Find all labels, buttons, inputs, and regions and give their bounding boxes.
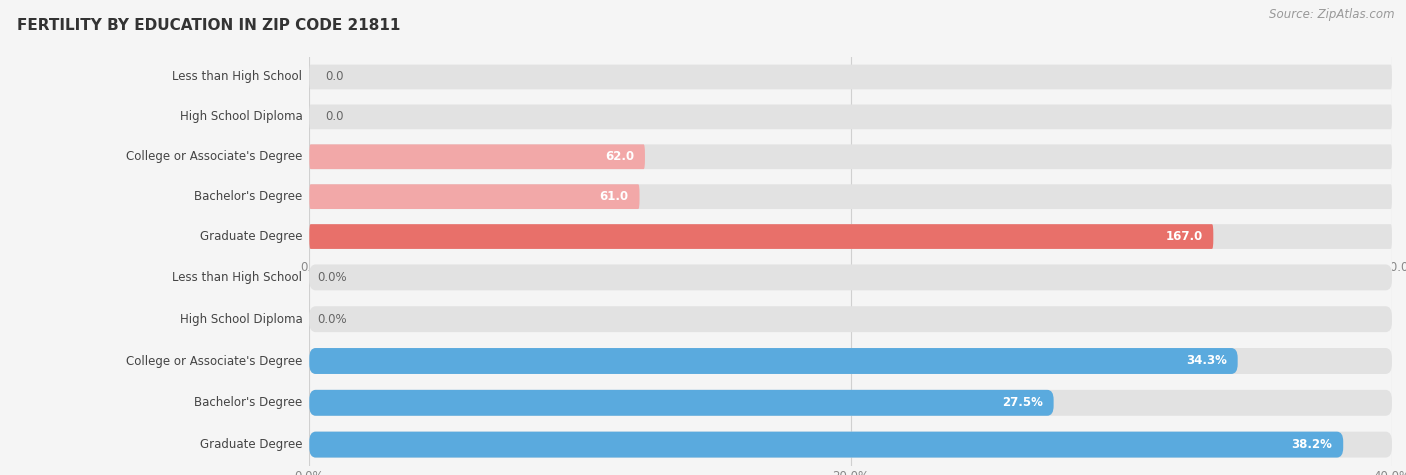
FancyBboxPatch shape [309, 348, 1392, 374]
Text: 0.0: 0.0 [326, 110, 344, 124]
FancyBboxPatch shape [309, 104, 1392, 129]
Text: FERTILITY BY EDUCATION IN ZIP CODE 21811: FERTILITY BY EDUCATION IN ZIP CODE 21811 [17, 18, 401, 33]
Text: High School Diploma: High School Diploma [180, 313, 302, 326]
Text: High School Diploma: High School Diploma [180, 110, 302, 124]
Text: 62.0: 62.0 [605, 150, 634, 163]
Text: Bachelor's Degree: Bachelor's Degree [194, 190, 302, 203]
FancyBboxPatch shape [309, 144, 645, 169]
FancyBboxPatch shape [309, 432, 1343, 457]
Text: 34.3%: 34.3% [1187, 354, 1227, 368]
FancyBboxPatch shape [309, 265, 1392, 290]
FancyBboxPatch shape [309, 432, 1392, 457]
FancyBboxPatch shape [309, 224, 1392, 249]
Text: 167.0: 167.0 [1166, 230, 1202, 243]
Text: College or Associate's Degree: College or Associate's Degree [127, 354, 302, 368]
FancyBboxPatch shape [309, 390, 1053, 416]
FancyBboxPatch shape [309, 348, 1237, 374]
Text: 27.5%: 27.5% [1002, 396, 1043, 409]
Text: 61.0: 61.0 [599, 190, 628, 203]
FancyBboxPatch shape [309, 65, 1392, 89]
Text: Less than High School: Less than High School [173, 271, 302, 284]
Text: Less than High School: Less than High School [173, 70, 302, 84]
Text: Bachelor's Degree: Bachelor's Degree [194, 396, 302, 409]
Text: College or Associate's Degree: College or Associate's Degree [127, 150, 302, 163]
FancyBboxPatch shape [309, 184, 640, 209]
FancyBboxPatch shape [309, 224, 1213, 249]
Text: 0.0: 0.0 [326, 70, 344, 84]
FancyBboxPatch shape [309, 306, 1392, 332]
Text: 38.2%: 38.2% [1292, 438, 1333, 451]
Text: Source: ZipAtlas.com: Source: ZipAtlas.com [1270, 8, 1395, 21]
FancyBboxPatch shape [309, 144, 1392, 169]
FancyBboxPatch shape [309, 184, 1392, 209]
Text: Graduate Degree: Graduate Degree [200, 438, 302, 451]
Text: 0.0%: 0.0% [318, 313, 347, 326]
FancyBboxPatch shape [309, 390, 1392, 416]
Text: Graduate Degree: Graduate Degree [200, 230, 302, 243]
Text: 0.0%: 0.0% [318, 271, 347, 284]
